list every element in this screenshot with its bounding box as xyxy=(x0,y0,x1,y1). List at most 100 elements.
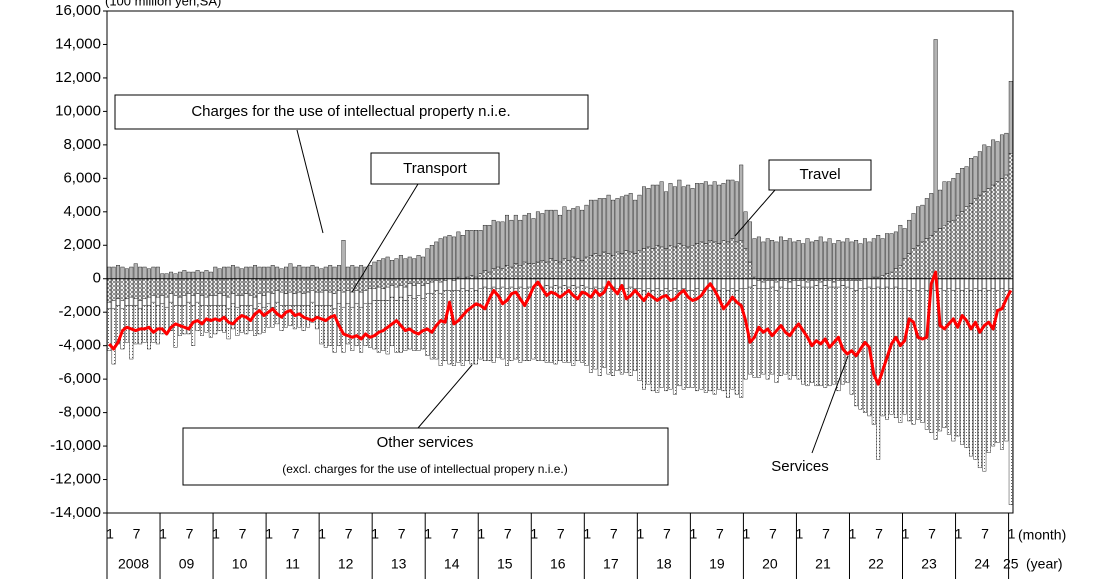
bar-segment xyxy=(478,278,483,289)
bar-segment xyxy=(226,266,231,279)
bar-segment xyxy=(840,285,845,385)
y-tick-label: 0 xyxy=(93,270,101,287)
bar-segment xyxy=(876,235,881,278)
bar-segment xyxy=(708,184,713,241)
bar-segment xyxy=(690,245,695,279)
x-tick-label: 7 xyxy=(610,526,618,542)
bar-segment xyxy=(584,204,589,258)
bar-segment xyxy=(902,228,907,259)
bar-segment xyxy=(398,285,403,298)
bar-segment xyxy=(288,263,293,279)
bar-segment xyxy=(120,266,125,279)
bar-segment xyxy=(938,189,943,229)
bar-segment xyxy=(372,261,377,279)
bar-segment xyxy=(818,236,823,279)
bar-segment xyxy=(549,286,554,363)
bar-segment xyxy=(845,238,850,279)
bar-segment xyxy=(522,214,527,263)
y-tick-label: 16,000 xyxy=(55,2,101,19)
bar-segment xyxy=(518,265,523,279)
bar-segment xyxy=(372,300,377,350)
bar-segment xyxy=(261,278,266,296)
bar-segment xyxy=(337,278,341,291)
bar-segment xyxy=(858,243,863,279)
bar-segment xyxy=(504,265,509,279)
bar-segment xyxy=(226,296,231,310)
bar-segment xyxy=(699,183,704,243)
bar-segment xyxy=(527,278,532,288)
bar-segment xyxy=(721,240,726,279)
bar-segment xyxy=(725,290,730,398)
annotation-box xyxy=(370,152,500,185)
bar-segment xyxy=(867,241,872,279)
bar-segment xyxy=(677,290,682,387)
bar-segment xyxy=(425,283,430,294)
bar-segment xyxy=(257,266,262,279)
bar-segment xyxy=(182,270,187,279)
bar-segment xyxy=(332,293,337,310)
bar-segment xyxy=(147,278,151,298)
bar-segment xyxy=(359,278,364,293)
bar-segment xyxy=(593,286,598,370)
bar-segment xyxy=(239,278,244,296)
bar-segment xyxy=(186,293,191,303)
bar-segment xyxy=(133,305,138,345)
bar-segment xyxy=(509,278,514,288)
bar-segment xyxy=(730,288,735,390)
bar-segment xyxy=(531,263,536,279)
bar-segment xyxy=(460,288,465,366)
bar-segment xyxy=(487,288,492,361)
annotation: Travel xyxy=(799,166,840,183)
year-label: 15 xyxy=(497,556,513,572)
bar-segment xyxy=(818,278,823,283)
bar-segment xyxy=(624,194,629,251)
bar-segment xyxy=(270,265,275,279)
bar-segment xyxy=(938,228,943,279)
bar-segment xyxy=(818,288,823,387)
bar-segment xyxy=(991,278,996,289)
bar-segment xyxy=(275,266,280,279)
bar-segment xyxy=(955,278,960,289)
bar-segment xyxy=(447,290,452,365)
bar-segment xyxy=(717,184,722,244)
bar-segment xyxy=(748,221,753,263)
bar-segment xyxy=(756,280,761,289)
bar-segment xyxy=(434,241,439,279)
bar-segment xyxy=(836,240,841,279)
bar-segment xyxy=(385,286,390,301)
bar-segment xyxy=(535,285,540,361)
bar-segment xyxy=(907,278,912,291)
bar-segment xyxy=(849,241,854,279)
bar-segment xyxy=(270,278,275,294)
bar-segment xyxy=(518,286,523,363)
bar-segment xyxy=(593,253,598,279)
bar-segment xyxy=(540,286,545,361)
x-tick-label: 7 xyxy=(875,526,883,542)
bar-segment xyxy=(668,183,673,246)
bar-segment xyxy=(880,278,885,289)
bar-segment xyxy=(743,278,748,289)
bar-segment xyxy=(1008,288,1013,505)
bar-segment xyxy=(239,305,244,333)
y-tick-label: -2,000 xyxy=(58,303,101,320)
bar-segment xyxy=(602,251,607,279)
bar-segment xyxy=(986,278,991,291)
x-tick-label: 7 xyxy=(504,526,512,542)
bar-segment xyxy=(230,293,235,305)
bar-segment xyxy=(155,278,160,298)
bar-segment xyxy=(779,280,783,288)
bar-segment xyxy=(195,270,200,279)
bar-segment xyxy=(306,278,311,293)
year-label: 20 xyxy=(762,556,778,572)
bar-segment xyxy=(253,278,258,298)
bar-segment xyxy=(761,281,766,289)
bar-segment xyxy=(664,248,669,279)
bar-segment xyxy=(642,186,646,249)
leader-line xyxy=(296,129,324,234)
bar-segment xyxy=(588,288,593,373)
bar-segment xyxy=(783,240,788,279)
bar-segment xyxy=(142,278,147,300)
bar-segment xyxy=(995,181,1000,279)
bar-segment xyxy=(938,288,943,432)
bar-segment xyxy=(916,245,920,279)
